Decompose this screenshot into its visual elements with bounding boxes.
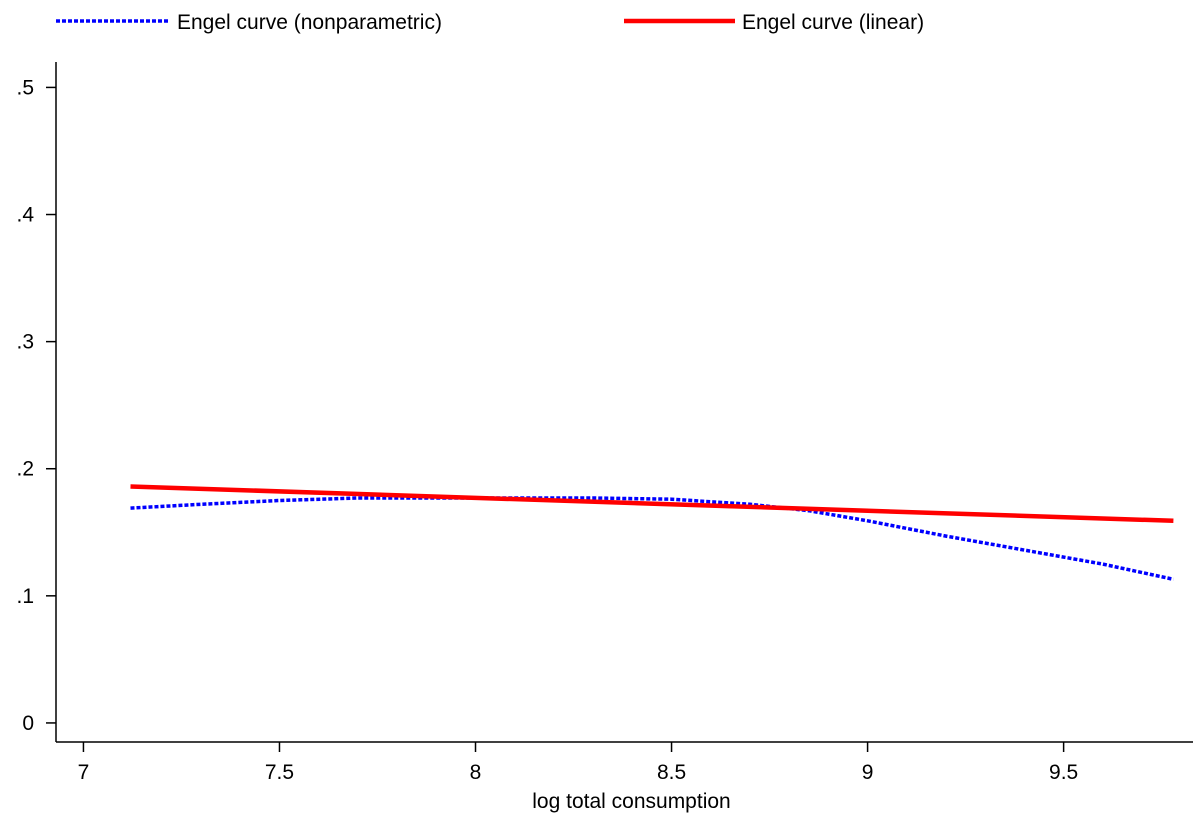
y-tick-label: .3 (16, 331, 34, 354)
x-tick-label: 8.5 (657, 761, 686, 784)
x-ticks: 7 7.5 8 8.5 9 9.5 (78, 742, 1078, 784)
axes (55, 62, 1193, 743)
legend-label: Engel curve (linear) (742, 11, 924, 34)
legend: Engel curve (nonparametric) Engel curve (… (56, 11, 924, 34)
y-tick-label: .2 (16, 458, 34, 481)
nonparametric-series-line (130, 496, 1174, 582)
x-axis-label: log total consumption (532, 790, 730, 813)
x-tick-label: 9.5 (1049, 761, 1078, 784)
x-tick-label: 9 (862, 761, 874, 784)
legend-label: Engel curve (nonparametric) (177, 11, 442, 34)
plot-series (130, 484, 1174, 582)
x-tick-label: 7.5 (265, 761, 294, 784)
y-tick-label: .5 (16, 76, 34, 99)
x-tick-label: 7 (78, 761, 90, 784)
y-tick-label: 0 (22, 712, 34, 735)
y-tick-label: .4 (16, 204, 34, 227)
x-tick-label: 8 (470, 761, 482, 784)
linear-series-line (130, 484, 1174, 524)
y-ticks: 0 .1 .2 .3 .4 .5 (16, 76, 56, 735)
y-tick-label: .1 (16, 585, 34, 608)
